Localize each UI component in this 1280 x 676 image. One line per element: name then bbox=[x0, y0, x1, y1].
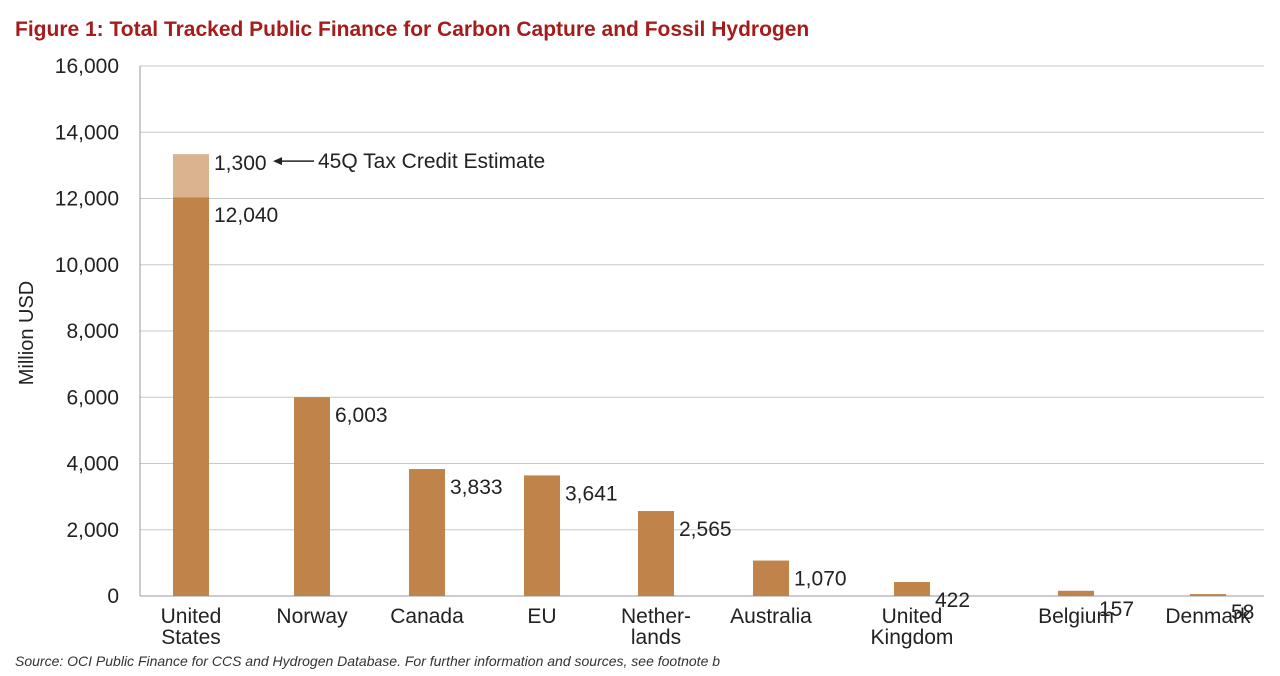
x-tick-label: Canada bbox=[390, 605, 464, 628]
x-tick-label: Australia bbox=[730, 605, 812, 628]
x-tick-label: States bbox=[161, 626, 221, 649]
x-tick-label: Denmark bbox=[1165, 605, 1251, 628]
source-note: Source: OCI Public Finance for CCS and H… bbox=[15, 653, 721, 669]
data-label: 1,300 bbox=[214, 152, 267, 175]
bar-segment bbox=[524, 475, 560, 596]
x-tick-label: Belgium bbox=[1038, 605, 1114, 628]
y-tick-label: 2,000 bbox=[66, 519, 119, 542]
x-tick-label: United bbox=[161, 605, 222, 628]
data-label: 3,641 bbox=[565, 482, 618, 505]
y-tick-label: 8,000 bbox=[66, 320, 119, 343]
bar-segment bbox=[1058, 590, 1094, 596]
data-label: 6,003 bbox=[335, 404, 388, 427]
bar-segment bbox=[173, 154, 209, 198]
bar-segment bbox=[638, 511, 674, 596]
y-tick-label: 4,000 bbox=[66, 453, 119, 476]
data-label: 422 bbox=[935, 589, 970, 612]
x-tick-label: lands bbox=[631, 626, 681, 649]
data-label: 3,833 bbox=[450, 476, 503, 499]
annotation-text: 45Q Tax Credit Estimate bbox=[318, 150, 545, 173]
data-label: 157 bbox=[1099, 598, 1134, 621]
x-tick-label: Nether- bbox=[621, 605, 691, 628]
data-label: 58 bbox=[1231, 601, 1254, 624]
y-tick-label: 12,000 bbox=[55, 188, 119, 211]
bar-segment bbox=[294, 397, 330, 596]
annotation-arrow-head bbox=[273, 157, 282, 166]
x-tick-label: Kingdom bbox=[871, 626, 954, 649]
bar-segment bbox=[894, 582, 930, 596]
bar-segment bbox=[173, 197, 209, 597]
data-label: 1,070 bbox=[794, 568, 847, 591]
x-tick-label: EU bbox=[527, 605, 556, 628]
x-tick-label: United bbox=[882, 605, 943, 628]
y-axis-label: Million USD bbox=[16, 281, 38, 385]
bar-segment bbox=[753, 560, 789, 596]
y-tick-label: 0 bbox=[107, 585, 119, 608]
y-tick-label: 14,000 bbox=[55, 121, 119, 144]
data-label: 12,040 bbox=[214, 204, 278, 227]
y-tick-label: 6,000 bbox=[66, 386, 119, 409]
y-tick-label: 16,000 bbox=[55, 55, 119, 78]
bar-segment bbox=[409, 469, 445, 596]
bar-segment bbox=[1190, 594, 1226, 596]
data-label: 2,565 bbox=[679, 518, 732, 541]
x-tick-label: Norway bbox=[276, 605, 348, 628]
y-tick-label: 10,000 bbox=[55, 254, 119, 277]
chart-title: Figure 1: Total Tracked Public Finance f… bbox=[15, 18, 810, 41]
